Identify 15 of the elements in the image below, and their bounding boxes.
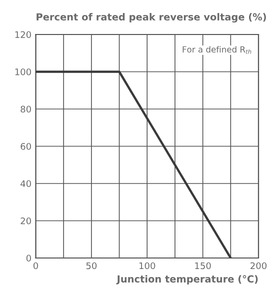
annotation: For a defined R$_{th}$ (182, 46, 252, 54)
y-tick-label: 80 (20, 106, 31, 113)
x-tick-label: 150 (195, 262, 211, 270)
x-axis-title: Junction temperature (°C) (116, 275, 258, 284)
x-tick-label: 200 (250, 262, 267, 270)
x-tick-label: 0 (33, 262, 38, 270)
y-tick-label: 20 (20, 217, 31, 224)
y-tick-label: 0 (26, 254, 31, 262)
x-tick-label: 50 (86, 262, 97, 270)
y-tick-label: 60 (20, 142, 31, 150)
y-tick-label: 40 (20, 180, 31, 188)
y-tick-label: 100 (15, 68, 31, 76)
chart-title: Percent of rated peak reverse voltage (%) (36, 13, 266, 22)
x-tick-label: 100 (140, 262, 156, 270)
y-tick-label: 120 (15, 31, 31, 38)
